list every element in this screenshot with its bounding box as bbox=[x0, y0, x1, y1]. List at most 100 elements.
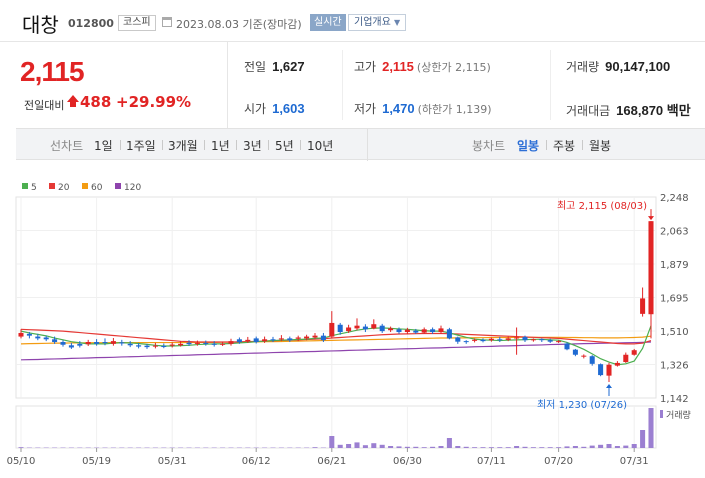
legend-label: 5 bbox=[31, 183, 37, 193]
volume-bar bbox=[530, 447, 536, 448]
stat-low: 저가 1,470 (하한가 1,139) bbox=[354, 100, 492, 117]
divider bbox=[546, 140, 547, 150]
volume-bar bbox=[18, 447, 24, 448]
candle-body bbox=[564, 343, 570, 350]
candle-body bbox=[295, 337, 301, 339]
divider bbox=[236, 140, 237, 150]
company-info-dropdown[interactable]: 기업개요 ▼ bbox=[348, 14, 407, 31]
x-tick-label: 07/20 bbox=[544, 456, 573, 467]
candlestick-chart[interactable]: 2,248 2,063 1,879 1,695 1,510 1,326 1,142 05/10… bbox=[0, 170, 705, 478]
candle-body bbox=[211, 343, 217, 345]
candle-body bbox=[35, 336, 41, 339]
period-1y[interactable]: 1년 bbox=[211, 139, 230, 153]
chevron-down-icon: ▼ bbox=[394, 18, 401, 27]
volume-bar bbox=[371, 443, 377, 448]
volume-bar bbox=[346, 444, 352, 448]
stock-name: 대창 bbox=[22, 13, 59, 37]
candle-body bbox=[455, 337, 461, 342]
candle-body bbox=[144, 345, 150, 348]
candle-body bbox=[589, 356, 595, 364]
candle-body bbox=[236, 339, 242, 343]
stat-high-limit: (상한가 2,115) bbox=[416, 61, 491, 74]
candle-body bbox=[152, 345, 158, 347]
realtime-button[interactable]: 실시간 bbox=[310, 14, 346, 31]
candle-body bbox=[404, 329, 410, 333]
volume-bar bbox=[514, 446, 520, 448]
base-date: 2023.08.03 기준(장마감) bbox=[176, 18, 302, 31]
candle-body bbox=[119, 342, 125, 344]
high-annotation: 최고 2,115 (08/03) bbox=[557, 200, 647, 212]
volume-bar bbox=[413, 446, 419, 448]
candle-body bbox=[186, 342, 192, 345]
divider bbox=[582, 140, 583, 150]
divider bbox=[268, 140, 269, 150]
candle-body bbox=[514, 337, 520, 339]
stat-open-label: 시가 bbox=[244, 102, 267, 116]
stat-volume-label: 거래량 bbox=[566, 60, 600, 74]
x-tick-label: 06/21 bbox=[317, 456, 346, 467]
candle-body bbox=[371, 324, 377, 329]
legend-swatch bbox=[82, 183, 88, 189]
candle-body bbox=[446, 329, 452, 339]
market-badge: 코스피 bbox=[118, 15, 156, 31]
stat-volume: 거래량 90,147,100 bbox=[566, 58, 670, 75]
candle-body bbox=[614, 362, 620, 366]
candle-body bbox=[77, 343, 83, 346]
volume-bar bbox=[388, 446, 394, 448]
candle-body bbox=[480, 339, 486, 342]
candle-daily[interactable]: 일봉 bbox=[517, 139, 540, 153]
candle-body bbox=[278, 338, 284, 340]
stat-prev-value: 1,627 bbox=[272, 59, 305, 74]
volume-bar bbox=[455, 446, 461, 448]
candle-body bbox=[623, 354, 629, 363]
price-stats: 전일 1,627 시가 1,603 고가 2,115 (상한가 2,115) 저가 1,4… bbox=[228, 42, 705, 128]
stat-high-label: 고가 bbox=[354, 60, 377, 74]
volume-bar bbox=[421, 447, 427, 448]
candle-monthly[interactable]: 월봉 bbox=[589, 139, 612, 153]
candle-body bbox=[270, 339, 276, 341]
period-1d[interactable]: 1일 bbox=[94, 139, 113, 153]
candle-body bbox=[169, 344, 175, 346]
volume-bar bbox=[606, 444, 612, 448]
candle-weekly[interactable]: 주봉 bbox=[553, 139, 576, 153]
period-3m[interactable]: 3개월 bbox=[168, 139, 198, 153]
volume-bar bbox=[539, 447, 545, 448]
period-5y[interactable]: 5년 bbox=[275, 139, 294, 153]
candle-body bbox=[26, 333, 32, 336]
chart-toolbar: 선차트 1일 1주일 3개월 1년 3년 5년 10년 봉차트 일봉 주봉 월봉 bbox=[16, 128, 705, 161]
x-tick-label: 06/12 bbox=[242, 456, 271, 467]
legend-swatch bbox=[49, 183, 55, 189]
volume-bar bbox=[362, 445, 368, 448]
candle-body bbox=[178, 343, 184, 346]
volume-bar bbox=[480, 447, 486, 448]
candle-body bbox=[161, 346, 167, 348]
candle-body bbox=[488, 338, 494, 341]
candle-chart-label: 봉차트 bbox=[472, 139, 506, 153]
period-3y[interactable]: 3년 bbox=[243, 139, 262, 153]
y-tick-label: 1,326 bbox=[660, 361, 689, 372]
divider bbox=[550, 50, 551, 120]
candle-body bbox=[362, 326, 368, 330]
current-price: 2,115 bbox=[20, 56, 85, 87]
period-10y[interactable]: 10년 bbox=[307, 139, 334, 153]
price-chart[interactable]: 2,248 2,063 1,879 1,695 1,510 1,326 1,142 05/10… bbox=[0, 170, 705, 478]
volume-bar bbox=[446, 438, 452, 448]
candle-body bbox=[110, 341, 116, 344]
y-tick-label: 1,695 bbox=[660, 294, 689, 305]
divider bbox=[204, 140, 205, 150]
stat-prev-label: 전일 bbox=[244, 60, 267, 74]
x-tick-label: 05/31 bbox=[158, 456, 187, 467]
volume-bar bbox=[463, 446, 469, 448]
volume-bar bbox=[581, 446, 587, 448]
volume-bar bbox=[438, 446, 444, 448]
candle-body bbox=[354, 325, 360, 329]
candle-body bbox=[556, 341, 562, 343]
volume-bar bbox=[564, 446, 570, 448]
period-1w[interactable]: 1주일 bbox=[126, 139, 156, 153]
volume-bar bbox=[572, 446, 578, 448]
candle-body bbox=[60, 342, 66, 345]
volume-frame bbox=[15, 405, 657, 449]
stat-amount-value: 168,870 백만 bbox=[616, 103, 691, 118]
stat-high: 고가 2,115 (상한가 2,115) bbox=[354, 58, 491, 75]
candle-body bbox=[396, 329, 402, 333]
